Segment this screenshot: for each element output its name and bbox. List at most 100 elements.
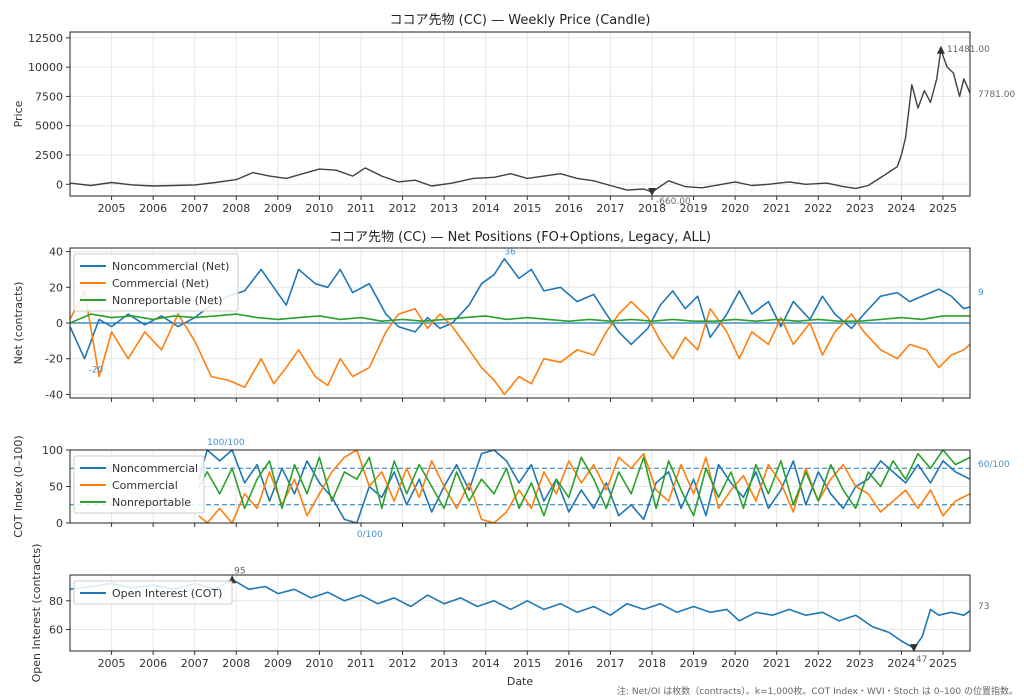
x-tick-label: 2011 bbox=[347, 657, 375, 670]
x-tick-label: 2009 bbox=[264, 202, 292, 215]
x-tick-label: 2023 bbox=[846, 657, 874, 670]
x-tick-label: 2007 bbox=[181, 202, 209, 215]
legend-box bbox=[73, 580, 233, 605]
x-tick-label: 2010 bbox=[305, 657, 333, 670]
x-tick-label: 2008 bbox=[222, 202, 250, 215]
x-tick-label: 2017 bbox=[596, 202, 624, 215]
y-tick-label: 60 bbox=[49, 623, 63, 636]
x-tick-label: 2021 bbox=[763, 202, 791, 215]
x-tick-label: 2015 bbox=[513, 657, 541, 670]
x-tick-label: 2013 bbox=[430, 657, 458, 670]
plot-frame bbox=[69, 247, 971, 399]
series-line-3-0 bbox=[69, 578, 971, 649]
y-tick-label: 0 bbox=[56, 178, 63, 191]
y-tick-label: 12500 bbox=[28, 32, 63, 45]
series-line-1-0 bbox=[69, 257, 971, 360]
plot-frame bbox=[69, 449, 971, 524]
x-tick-label: 2012 bbox=[389, 657, 417, 670]
x-tick-label: 2024 bbox=[887, 657, 915, 670]
y-tick-label: 40 bbox=[49, 246, 63, 259]
chart-title: ココア先物 (CC) — Weekly Price (Candle) bbox=[390, 13, 651, 28]
x-tick-label: 2009 bbox=[264, 657, 292, 670]
legend-entry: Noncommercial bbox=[112, 462, 198, 475]
legend-entry: Noncommercial (Net) bbox=[112, 260, 229, 273]
annotation-label: 11481.00 bbox=[947, 45, 990, 55]
panel-oi: 2005 2006 2007 2008 2009 2010 2011 2012 2013 2014… bbox=[30, 544, 989, 683]
x-tick-label: 2005 bbox=[98, 202, 126, 215]
x-tick-label: 2006 bbox=[139, 202, 167, 215]
x-tick-label: 2018 bbox=[638, 202, 666, 215]
y-tick-label: 0 bbox=[56, 517, 63, 530]
y-tick-label: -20 bbox=[45, 353, 63, 366]
legend-box bbox=[73, 253, 239, 312]
annotation-marker bbox=[936, 45, 945, 54]
x-tick-label: 2016 bbox=[555, 202, 583, 215]
x-tick-label: 2017 bbox=[596, 657, 624, 670]
x-tick-label: 2025 bbox=[929, 657, 957, 670]
y-axis-label: Price bbox=[12, 100, 25, 127]
x-tick-label: 2019 bbox=[680, 657, 708, 670]
footnote: 注: Net/OI は枚数（contracts）。k=1,000枚。COT In… bbox=[617, 685, 1018, 697]
x-tick-label: 2023 bbox=[846, 202, 874, 215]
panel-price: 2005 2006 2007 2008 2009 2010 2011 2012 2013 2014… bbox=[12, 13, 1015, 215]
y-tick-label: 100 bbox=[42, 444, 63, 457]
y-tick-label: 50 bbox=[49, 481, 63, 494]
y-tick-label: 80 bbox=[49, 595, 63, 608]
annotation-label: 0/100 bbox=[357, 530, 383, 540]
x-tick-label: 2014 bbox=[472, 657, 500, 670]
chart-title: ココア先物 (CC) — Net Positions (FO+Options, … bbox=[329, 230, 711, 245]
legend-box bbox=[73, 455, 205, 514]
x-tick-label: 2015 bbox=[513, 202, 541, 215]
y-axis-label: Open Interest (contracts) bbox=[30, 544, 43, 683]
x-tick-label: 2024 bbox=[887, 202, 915, 215]
y-tick-label: 20 bbox=[49, 281, 63, 294]
series-line-1-1 bbox=[69, 290, 971, 396]
series-line-1-2 bbox=[69, 313, 970, 324]
annotation-label: 100/100 bbox=[207, 438, 245, 448]
x-tick-label: 2006 bbox=[139, 657, 167, 670]
x-tick-label: 2020 bbox=[721, 657, 749, 670]
panel-net: -40 -20 0 20 40 ココア先物 (CC) — Net Positions (F… bbox=[12, 230, 984, 402]
annotation-label: -660.00 bbox=[656, 197, 691, 207]
annotation-label: -20 bbox=[89, 366, 104, 376]
x-tick-label: 2018 bbox=[638, 657, 666, 670]
legend-entry: Open Interest (COT) bbox=[112, 587, 222, 600]
x-tick-label: 2013 bbox=[430, 202, 458, 215]
x-tick-label: 2014 bbox=[472, 202, 500, 215]
x-tick-label: 2005 bbox=[98, 657, 126, 670]
plot-frame bbox=[69, 574, 971, 652]
annotation-marker bbox=[909, 644, 918, 653]
y-tick-label: 0 bbox=[56, 317, 63, 330]
annotation-label: 9 bbox=[978, 288, 984, 298]
y-tick-label: 2500 bbox=[35, 149, 63, 162]
x-tick-label: 2008 bbox=[222, 657, 250, 670]
plot-frame bbox=[69, 31, 971, 197]
y-tick-label: 5000 bbox=[35, 120, 63, 133]
legend-entry: Nonreportable (Net) bbox=[112, 294, 222, 307]
y-axis-label: Net (contracts) bbox=[12, 282, 25, 365]
x-tick-label: 2021 bbox=[763, 657, 791, 670]
x-tick-label: 2020 bbox=[721, 202, 749, 215]
x-tick-label: 2022 bbox=[804, 202, 832, 215]
x-tick-label: 2010 bbox=[305, 202, 333, 215]
legend-entry: Commercial (Net) bbox=[112, 277, 209, 290]
x-tick-label: 2011 bbox=[347, 202, 375, 215]
x-tick-label: 2025 bbox=[929, 202, 957, 215]
annotation-label: 60/100 bbox=[978, 460, 1010, 470]
x-tick-label: 2019 bbox=[680, 202, 708, 215]
y-tick-label: 7500 bbox=[35, 90, 63, 103]
legend-entry: Commercial bbox=[112, 479, 178, 492]
annotation-marker bbox=[647, 188, 656, 197]
x-tick-label: 2007 bbox=[181, 657, 209, 670]
x-tick-label: 2012 bbox=[389, 202, 417, 215]
panel-cot: 0 50 100 COT Index (0–100) 100/100 0/100 60/10… bbox=[12, 435, 1010, 540]
annotation-label: 95 bbox=[234, 566, 245, 576]
x-tick-label: 2016 bbox=[555, 657, 583, 670]
x-axis-label: Date bbox=[507, 675, 534, 688]
annotation-label: 73 bbox=[978, 602, 989, 612]
legend-entry: Nonreportable bbox=[112, 496, 191, 509]
series-line-2-1 bbox=[198, 449, 971, 524]
y-axis-label: COT Index (0–100) bbox=[12, 435, 25, 537]
y-tick-label: -40 bbox=[45, 388, 63, 401]
